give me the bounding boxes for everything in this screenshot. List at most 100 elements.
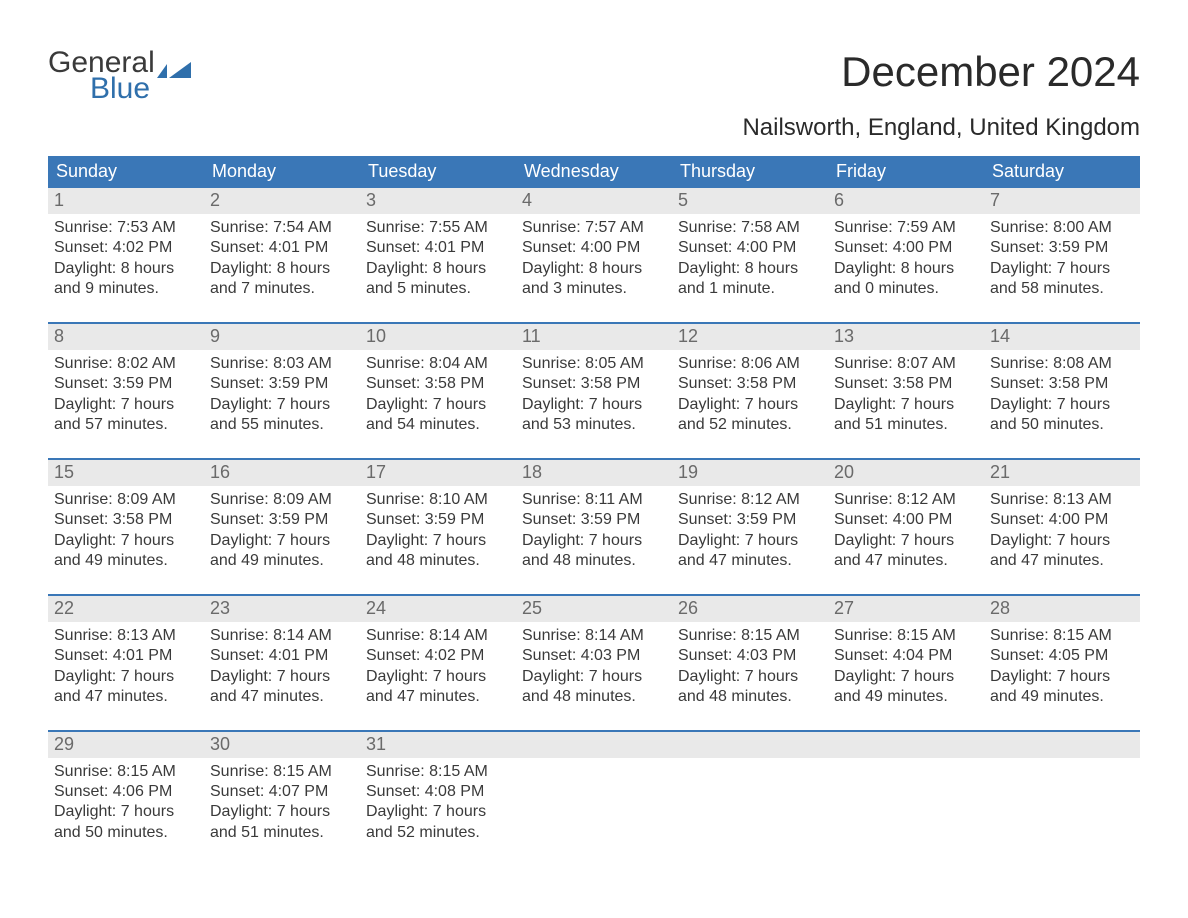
day-sunset: Sunset: 4:01 PM — [210, 238, 354, 258]
day-sunrise: Sunrise: 8:11 AM — [522, 490, 666, 510]
day-number: 25 — [516, 596, 672, 622]
day-cell — [984, 732, 1140, 844]
day-cell: 10Sunrise: 8:04 AMSunset: 3:58 PMDayligh… — [360, 324, 516, 436]
day-dl2: and 47 minutes. — [210, 687, 354, 707]
day-dl1: Daylight: 7 hours — [678, 667, 822, 687]
day-dl2: and 53 minutes. — [522, 415, 666, 435]
day-dl1: Daylight: 7 hours — [210, 395, 354, 415]
day-number — [672, 732, 828, 758]
day-cell: 13Sunrise: 8:07 AMSunset: 3:58 PMDayligh… — [828, 324, 984, 436]
day-sunrise: Sunrise: 8:10 AM — [366, 490, 510, 510]
day-cell — [672, 732, 828, 844]
day-cell: 1Sunrise: 7:53 AMSunset: 4:02 PMDaylight… — [48, 188, 204, 300]
day-dl2: and 48 minutes. — [522, 551, 666, 571]
day-number: 6 — [828, 188, 984, 214]
day-sunrise: Sunrise: 8:15 AM — [990, 626, 1134, 646]
day-dl1: Daylight: 7 hours — [990, 395, 1134, 415]
day-number: 5 — [672, 188, 828, 214]
day-dl2: and 47 minutes. — [990, 551, 1134, 571]
location-subtitle: Nailsworth, England, United Kingdom — [742, 114, 1140, 142]
week-row: 22Sunrise: 8:13 AMSunset: 4:01 PMDayligh… — [48, 594, 1140, 708]
day-dl1: Daylight: 7 hours — [54, 531, 198, 551]
day-sunrise: Sunrise: 8:00 AM — [990, 218, 1134, 238]
day-number: 20 — [828, 460, 984, 486]
day-body: Sunrise: 8:15 AMSunset: 4:08 PMDaylight:… — [360, 758, 516, 844]
day-cell: 17Sunrise: 8:10 AMSunset: 3:59 PMDayligh… — [360, 460, 516, 572]
day-cell: 27Sunrise: 8:15 AMSunset: 4:04 PMDayligh… — [828, 596, 984, 708]
day-sunset: Sunset: 3:59 PM — [990, 238, 1134, 258]
day-sunset: Sunset: 4:03 PM — [522, 646, 666, 666]
day-cell: 11Sunrise: 8:05 AMSunset: 3:58 PMDayligh… — [516, 324, 672, 436]
day-sunset: Sunset: 4:00 PM — [834, 510, 978, 530]
day-number: 27 — [828, 596, 984, 622]
day-sunset: Sunset: 3:59 PM — [522, 510, 666, 530]
day-body: Sunrise: 8:00 AMSunset: 3:59 PMDaylight:… — [984, 214, 1140, 300]
day-dl2: and 47 minutes. — [366, 687, 510, 707]
day-sunrise: Sunrise: 7:59 AM — [834, 218, 978, 238]
day-body: Sunrise: 8:06 AMSunset: 3:58 PMDaylight:… — [672, 350, 828, 436]
day-number: 7 — [984, 188, 1140, 214]
day-cell: 8Sunrise: 8:02 AMSunset: 3:59 PMDaylight… — [48, 324, 204, 436]
day-dl2: and 49 minutes. — [54, 551, 198, 571]
day-sunset: Sunset: 3:59 PM — [210, 510, 354, 530]
day-sunset: Sunset: 4:02 PM — [54, 238, 198, 258]
day-sunset: Sunset: 3:59 PM — [366, 510, 510, 530]
day-body: Sunrise: 8:12 AMSunset: 4:00 PMDaylight:… — [828, 486, 984, 572]
day-cell: 14Sunrise: 8:08 AMSunset: 3:58 PMDayligh… — [984, 324, 1140, 436]
day-body — [828, 758, 984, 762]
day-number: 23 — [204, 596, 360, 622]
day-dl1: Daylight: 7 hours — [54, 395, 198, 415]
day-cell — [516, 732, 672, 844]
day-dl2: and 51 minutes. — [834, 415, 978, 435]
day-dl2: and 49 minutes. — [990, 687, 1134, 707]
day-dl1: Daylight: 7 hours — [522, 531, 666, 551]
dow-wednesday: Wednesday — [516, 156, 672, 188]
day-body: Sunrise: 8:08 AMSunset: 3:58 PMDaylight:… — [984, 350, 1140, 436]
day-cell: 15Sunrise: 8:09 AMSunset: 3:58 PMDayligh… — [48, 460, 204, 572]
week-row: 1Sunrise: 7:53 AMSunset: 4:02 PMDaylight… — [48, 188, 1140, 300]
day-number: 13 — [828, 324, 984, 350]
day-body: Sunrise: 8:09 AMSunset: 3:59 PMDaylight:… — [204, 486, 360, 572]
dow-tuesday: Tuesday — [360, 156, 516, 188]
day-body: Sunrise: 8:02 AMSunset: 3:59 PMDaylight:… — [48, 350, 204, 436]
day-cell: 24Sunrise: 8:14 AMSunset: 4:02 PMDayligh… — [360, 596, 516, 708]
day-sunrise: Sunrise: 8:09 AM — [210, 490, 354, 510]
week-row: 15Sunrise: 8:09 AMSunset: 3:58 PMDayligh… — [48, 458, 1140, 572]
day-sunrise: Sunrise: 7:55 AM — [366, 218, 510, 238]
day-dl2: and 55 minutes. — [210, 415, 354, 435]
day-sunrise: Sunrise: 8:15 AM — [54, 762, 198, 782]
day-dl1: Daylight: 8 hours — [522, 259, 666, 279]
dow-friday: Friday — [828, 156, 984, 188]
day-sunset: Sunset: 3:59 PM — [54, 374, 198, 394]
day-sunrise: Sunrise: 7:58 AM — [678, 218, 822, 238]
day-number: 26 — [672, 596, 828, 622]
day-body: Sunrise: 8:13 AMSunset: 4:01 PMDaylight:… — [48, 622, 204, 708]
day-sunrise: Sunrise: 8:06 AM — [678, 354, 822, 374]
title-block: December 2024 Nailsworth, England, Unite… — [742, 48, 1140, 142]
day-dl1: Daylight: 7 hours — [522, 667, 666, 687]
day-body: Sunrise: 7:55 AMSunset: 4:01 PMDaylight:… — [360, 214, 516, 300]
day-cell: 28Sunrise: 8:15 AMSunset: 4:05 PMDayligh… — [984, 596, 1140, 708]
week-row: 8Sunrise: 8:02 AMSunset: 3:59 PMDaylight… — [48, 322, 1140, 436]
day-dl2: and 52 minutes. — [366, 823, 510, 843]
day-body: Sunrise: 8:15 AMSunset: 4:06 PMDaylight:… — [48, 758, 204, 844]
day-dl1: Daylight: 7 hours — [990, 667, 1134, 687]
day-sunrise: Sunrise: 8:15 AM — [366, 762, 510, 782]
day-dl2: and 49 minutes. — [834, 687, 978, 707]
day-dl1: Daylight: 8 hours — [210, 259, 354, 279]
day-sunrise: Sunrise: 8:07 AM — [834, 354, 978, 374]
day-dl1: Daylight: 7 hours — [990, 259, 1134, 279]
day-dl1: Daylight: 7 hours — [834, 667, 978, 687]
day-dl2: and 57 minutes. — [54, 415, 198, 435]
day-sunset: Sunset: 4:00 PM — [522, 238, 666, 258]
day-sunset: Sunset: 3:59 PM — [210, 374, 354, 394]
day-dl1: Daylight: 8 hours — [366, 259, 510, 279]
day-dl1: Daylight: 7 hours — [366, 395, 510, 415]
day-number: 14 — [984, 324, 1140, 350]
day-cell: 4Sunrise: 7:57 AMSunset: 4:00 PMDaylight… — [516, 188, 672, 300]
day-dl2: and 0 minutes. — [834, 279, 978, 299]
day-dl1: Daylight: 7 hours — [210, 531, 354, 551]
day-cell: 29Sunrise: 8:15 AMSunset: 4:06 PMDayligh… — [48, 732, 204, 844]
day-dl2: and 50 minutes. — [54, 823, 198, 843]
day-sunrise: Sunrise: 8:12 AM — [678, 490, 822, 510]
